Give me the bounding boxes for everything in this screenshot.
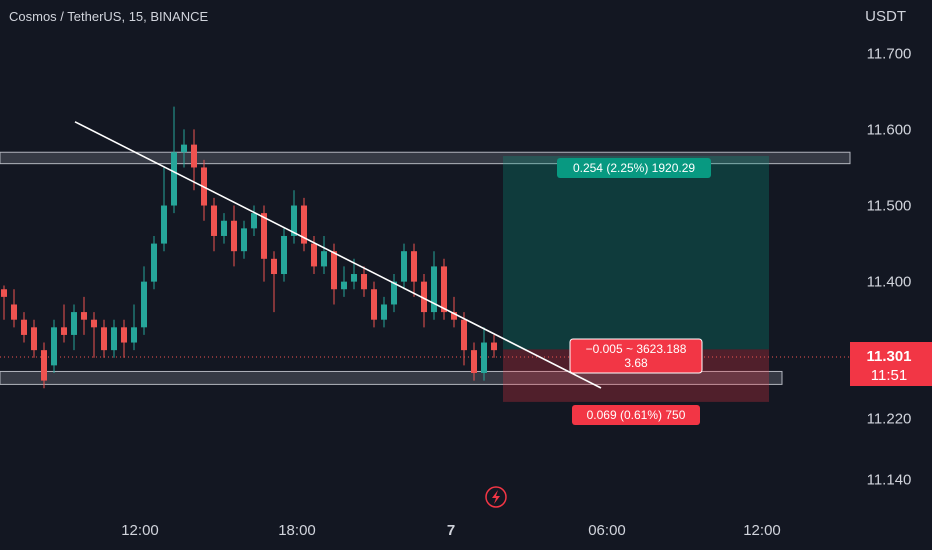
price-axis-tick: 11.400 bbox=[867, 274, 912, 291]
price-axis-tick: 11.500 bbox=[867, 198, 912, 215]
last-price-tag bbox=[850, 342, 932, 386]
candle-body bbox=[261, 213, 267, 259]
lightning-icon[interactable] bbox=[485, 486, 507, 508]
candle-body bbox=[151, 243, 157, 282]
long-position-target-area bbox=[503, 156, 769, 350]
time-axis-tick: 12:00 bbox=[743, 522, 781, 539]
candle-body bbox=[121, 327, 127, 343]
position-stop-label bbox=[572, 405, 700, 425]
candle-body bbox=[181, 144, 187, 153]
resistance-zone bbox=[0, 151, 851, 165]
candle-body bbox=[11, 304, 17, 320]
candle-body bbox=[111, 327, 117, 351]
candle-body bbox=[441, 266, 447, 313]
candle-body bbox=[431, 266, 437, 313]
price-axis-tick: 11.140 bbox=[867, 472, 912, 489]
candle-body bbox=[391, 281, 397, 305]
candle-body bbox=[161, 205, 167, 244]
candle-body bbox=[401, 251, 407, 282]
candle-body bbox=[101, 327, 107, 351]
candle-body bbox=[371, 289, 377, 320]
position-center-label-text: 3.68 bbox=[624, 356, 648, 370]
candle-body bbox=[71, 312, 77, 335]
position-target-label bbox=[557, 158, 711, 178]
time-axis-tick: 18:00 bbox=[278, 522, 316, 539]
position-center-label bbox=[569, 338, 703, 374]
candle-body bbox=[191, 144, 197, 168]
candle-body bbox=[451, 312, 457, 320]
candle-body bbox=[471, 350, 477, 373]
candle-body bbox=[241, 228, 247, 252]
price-axis-tick: 11.220 bbox=[867, 411, 912, 428]
last-price-value: 11.301 bbox=[866, 348, 911, 365]
candle-body bbox=[411, 251, 417, 282]
price-axis-tick: 11.600 bbox=[867, 121, 912, 138]
bar-countdown: 11:51 bbox=[871, 367, 907, 384]
symbol-legend[interactable]: Cosmos / TetherUS, 15, BINANCE bbox=[9, 9, 209, 24]
position-stop-label-text: 0.069 (0.61%) 750 bbox=[587, 408, 686, 422]
candle-body bbox=[131, 327, 137, 343]
candle-body bbox=[41, 350, 47, 381]
currency-label: USDT bbox=[865, 8, 906, 25]
candle-body bbox=[51, 327, 57, 366]
candle-body bbox=[281, 235, 287, 275]
candle-body bbox=[491, 342, 497, 351]
candle-body bbox=[461, 319, 467, 351]
candle-body bbox=[31, 327, 37, 351]
candle-body bbox=[481, 342, 487, 373]
time-axis-tick: 06:00 bbox=[588, 522, 626, 539]
candle-body bbox=[1, 289, 7, 297]
candle-body bbox=[421, 281, 427, 313]
candle-body bbox=[91, 319, 97, 328]
candle-body bbox=[321, 251, 327, 267]
candle-body bbox=[141, 281, 147, 328]
candle-body bbox=[331, 251, 337, 290]
candle-body bbox=[81, 312, 87, 320]
candle-body bbox=[231, 220, 237, 252]
candle-body bbox=[351, 274, 357, 282]
candle-body bbox=[251, 213, 257, 229]
trendline bbox=[74, 121, 602, 389]
candle-body bbox=[21, 319, 27, 335]
candle-body bbox=[271, 258, 277, 275]
candle-body bbox=[171, 152, 177, 206]
candle-body bbox=[361, 274, 367, 290]
candle-body bbox=[61, 327, 67, 335]
time-axis-tick: 7 bbox=[447, 522, 455, 539]
price-axis-tick: 11.700 bbox=[867, 45, 912, 62]
candle-body bbox=[211, 205, 217, 236]
candle-body bbox=[341, 281, 347, 290]
position-target-label-text: 0.254 (2.25%) 1920.29 bbox=[573, 161, 695, 175]
candle-body bbox=[311, 243, 317, 267]
candle-body bbox=[301, 205, 307, 244]
time-axis-tick: 12:00 bbox=[121, 522, 159, 539]
candle-body bbox=[221, 220, 227, 236]
position-center-label-text: −0.005 ~ 3623.188 bbox=[586, 342, 687, 356]
candle-body bbox=[291, 205, 297, 236]
candle-body bbox=[381, 304, 387, 320]
